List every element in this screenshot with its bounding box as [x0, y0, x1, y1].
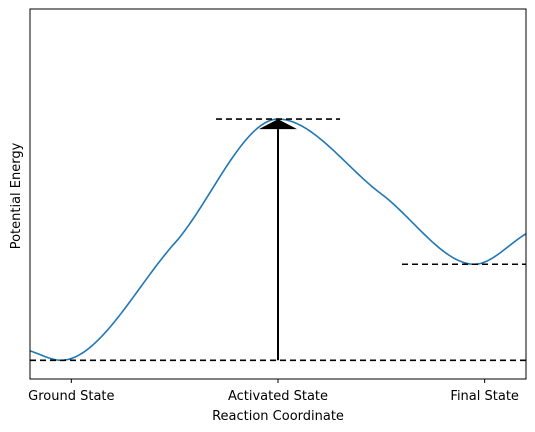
x-tick-label: Activated State [228, 389, 328, 404]
x-tick-label: Ground State [28, 389, 114, 404]
x-tick-label: Final State [450, 389, 519, 404]
x-axis-label: Reaction Coordinate [212, 409, 344, 424]
x-axis-ticks: Ground State Activated State Final State [28, 379, 519, 404]
y-axis-label: Potential Energy [9, 142, 24, 249]
plot-area [29, 118, 527, 362]
activation-arrow-head [259, 119, 297, 130]
